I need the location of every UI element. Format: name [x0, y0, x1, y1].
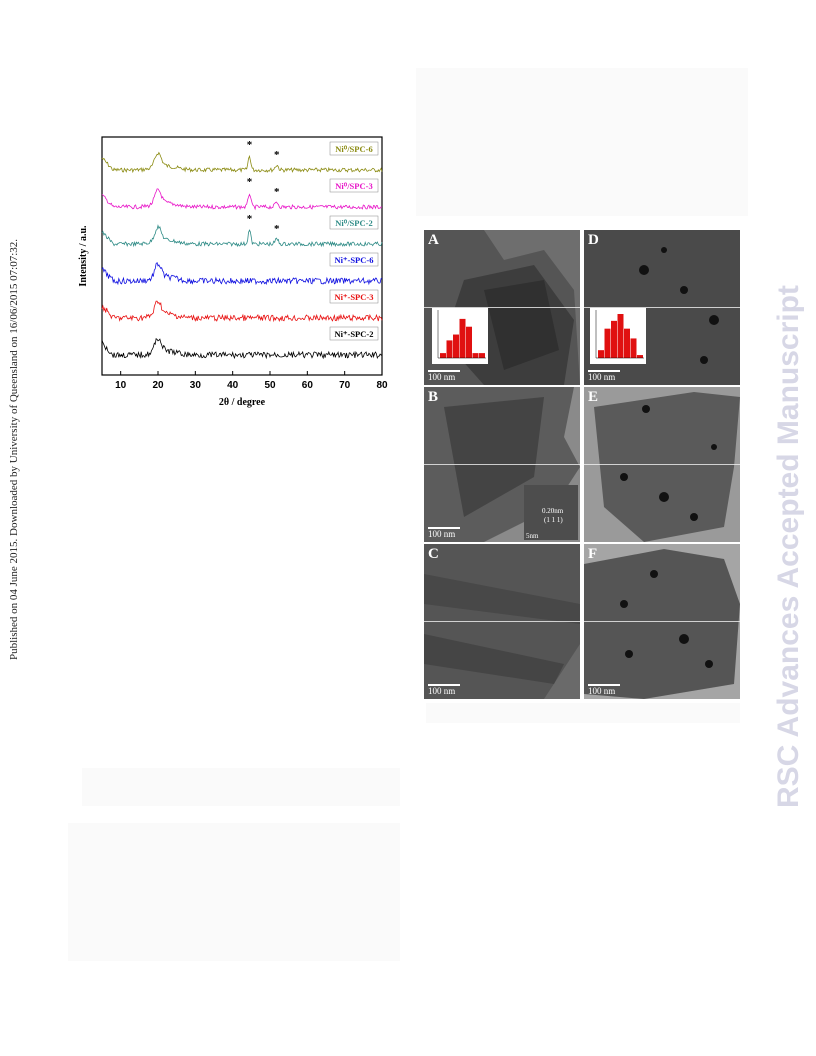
- tem-panel-d: D 100 nm: [584, 230, 740, 385]
- scale-bar-b: [428, 527, 460, 529]
- x-tick-label-5: 60: [302, 380, 314, 391]
- scale-label-c: 100 nm: [428, 686, 456, 696]
- scale-bar-d: [588, 370, 620, 372]
- scale-label-f: 100 nm: [588, 686, 616, 696]
- peak-marker-2: *: [247, 176, 253, 188]
- peak-marker-1: *: [274, 149, 280, 161]
- blank-region-top-right: [416, 68, 748, 216]
- x-axis-label: 2θ / degree: [219, 397, 266, 408]
- peak-marker-3: *: [274, 186, 280, 198]
- histogram-a-bar-6: [479, 353, 485, 358]
- legend-box-1: [329, 178, 379, 193]
- tem-panel-b: B 0.20nm (1 1 1) 5nm 100 nm: [424, 387, 580, 542]
- legend-label-4: Ni⁺-SPC-3: [335, 292, 374, 302]
- legend-box-3: [329, 252, 379, 267]
- histogram-a: [432, 308, 488, 364]
- journal-watermark: RSC Advances Accepted Manuscript: [770, 250, 810, 810]
- histogram-a-bar-5: [472, 353, 479, 358]
- histogram-a-bar-4: [466, 326, 472, 358]
- scale-bar-a: [428, 370, 460, 372]
- histogram-d-bar-3: [617, 314, 624, 358]
- inset-plane-label: (1 1 1): [544, 516, 563, 524]
- tem-panel-a: A 100 nm: [424, 230, 580, 385]
- peak-marker-5: *: [274, 223, 280, 235]
- legend-label-2: Ni⁰/SPC-2: [335, 218, 372, 228]
- plot-frame: [101, 136, 383, 376]
- scale-label-a: 100 nm: [428, 372, 456, 382]
- panel-letter-e: E: [588, 389, 599, 405]
- xrd-chart: Ni⁰/SPC-6 Ni⁰/SPC-3 Ni⁰/SPC-2 Ni⁺-SPC-6 Ni⁺-…: [60, 125, 400, 415]
- histogram-d: [590, 308, 646, 364]
- legend-label-5: Ni⁺-SPC-2: [335, 329, 374, 339]
- histogram-d-bar-4: [624, 328, 630, 358]
- legend-box-4: [329, 289, 379, 304]
- inset-scale-label: 5nm: [526, 532, 539, 540]
- xrd-series-line-3: [101, 261, 383, 286]
- xrd-series-line-5: [101, 338, 383, 360]
- x-tick-label-4: 50: [264, 380, 276, 391]
- legend-box-2: [329, 215, 379, 230]
- inset-lattice-label: 0.20nm: [542, 507, 564, 515]
- histogram-a-bar-1: [446, 340, 453, 358]
- histogram-d-bar-0: [598, 350, 604, 358]
- xrd-series-line-1: [101, 188, 383, 211]
- scale-bar-f: [588, 684, 620, 686]
- x-tick-label-7: 80: [376, 380, 388, 391]
- histogram-a-bar-2: [453, 334, 459, 358]
- scale-bar-c: [428, 684, 460, 686]
- scale-label-d: 100 nm: [588, 372, 616, 382]
- tem-panel-f: F 100 nm: [584, 544, 740, 699]
- histogram-d-bar-5: [630, 338, 637, 358]
- panel-letter-b: B: [428, 389, 439, 405]
- xrd-series-line-0: [101, 151, 383, 174]
- histogram-d-bar-2: [611, 320, 617, 358]
- watermark-text: RSC Advances Accepted Manuscript: [772, 285, 805, 808]
- legend-label-0: Ni⁰/SPC-6: [335, 144, 372, 154]
- histogram-d-bar-1: [604, 328, 611, 358]
- histogram-a-bar-0: [440, 353, 446, 358]
- histogram-d-bar-6: [637, 355, 643, 358]
- x-tick-label-0: 10: [115, 380, 127, 391]
- panel-letter-d: D: [588, 232, 599, 248]
- legend-box-5: [329, 326, 379, 341]
- blank-region-tem-caption: [426, 703, 740, 723]
- blank-region-bottom-left-body: [68, 823, 400, 961]
- scale-label-b: 100 nm: [428, 529, 456, 539]
- legend-label-3: Ni⁺-SPC-6: [335, 255, 374, 265]
- xrd-series-line-4: [101, 300, 383, 323]
- x-tick-label-6: 70: [339, 380, 351, 391]
- peak-marker-0: *: [247, 139, 253, 151]
- blank-region-bottom-left: [82, 768, 400, 806]
- xrd-series-line-2: [101, 224, 383, 248]
- legend-label-1: Ni⁰/SPC-3: [335, 181, 372, 191]
- legend-box-0: [329, 141, 379, 156]
- xrd-chart-svg: Ni⁰/SPC-6 Ni⁰/SPC-3 Ni⁰/SPC-2 Ni⁺-SPC-6 Ni⁺-…: [78, 136, 388, 408]
- x-tick-label-2: 30: [190, 380, 202, 391]
- panel-letter-c: C: [428, 546, 439, 562]
- panel-letter-a: A: [428, 232, 439, 248]
- tem-figure: A 100 nm D 100 nm: [424, 230, 740, 700]
- peak-marker-4: *: [247, 213, 253, 225]
- histogram-a-bar-3: [459, 318, 466, 358]
- side-note-text: Published on 04 June 2015. Downloaded by…: [8, 238, 20, 660]
- x-tick-label-3: 40: [227, 380, 239, 391]
- tem-panel-c: C 100 nm: [424, 544, 580, 699]
- x-tick-label-1: 20: [152, 380, 164, 391]
- publication-side-note: Published on 04 June 2015. Downloaded by…: [8, 230, 22, 660]
- panel-letter-f: F: [588, 546, 598, 562]
- y-axis-label: Intensity / a.u.: [78, 225, 89, 287]
- tem-panel-e: E: [584, 387, 740, 542]
